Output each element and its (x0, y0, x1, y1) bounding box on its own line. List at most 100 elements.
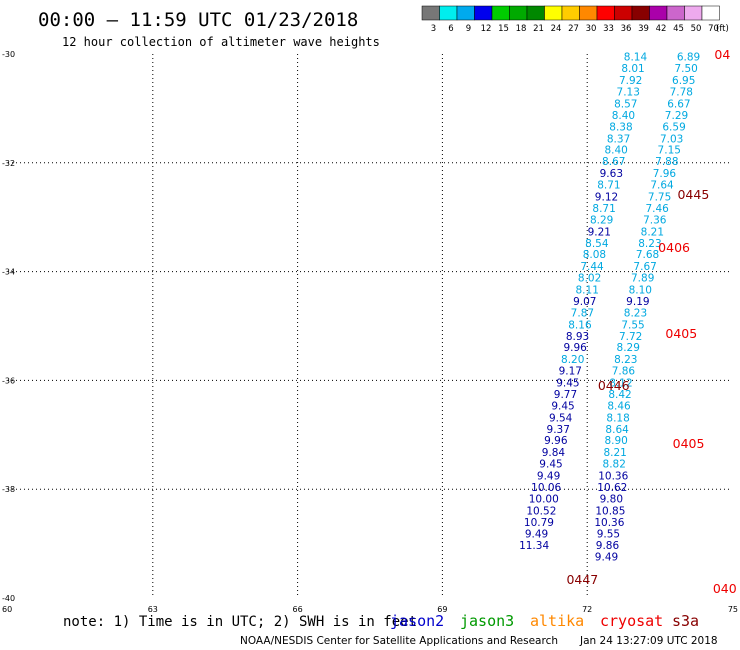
wave-height-value: 6.59 (662, 121, 685, 133)
wave-height-value: 10.85 (595, 505, 625, 517)
wave-height-value: 8.40 (612, 110, 635, 122)
color-swatch (544, 5, 563, 21)
legend-entry-cryosat: cryosat (600, 612, 663, 630)
color-scale-label: 27 (568, 24, 579, 34)
wave-height-value: 11.34 (519, 540, 549, 552)
wave-height-value: 9.49 (595, 552, 618, 564)
wave-height-value: 9.49 (537, 471, 560, 483)
wave-height-value: 7.50 (674, 63, 697, 75)
x-tick-label: 60 (2, 605, 12, 614)
color-swatch (526, 5, 545, 21)
chart-title: 00:00 — 11:59 UTC 01/23/2018 (38, 9, 358, 31)
legend-entry-s3a: s3a (672, 612, 699, 630)
color-scale-label: 39 (638, 24, 649, 34)
wave-height-value: 10.00 (529, 493, 559, 505)
color-swatch (474, 5, 493, 21)
pass-time-annotation: 0445 (677, 187, 709, 202)
wave-height-value: 8.12 (609, 378, 632, 390)
wave-height-value: 7.89 (631, 273, 654, 285)
wave-height-value: 7.88 (655, 156, 678, 168)
color-swatch (439, 5, 458, 21)
wave-height-value: 8.29 (590, 214, 613, 226)
wave-height-value: 8.64 (605, 424, 629, 436)
color-swatch (491, 5, 510, 21)
legend-entry-jason2: jason2 (390, 612, 444, 630)
wave-height-value: 9.37 (547, 424, 570, 436)
x-tick-label: 69 (437, 605, 447, 614)
y-tick-label: -40 (2, 594, 15, 603)
wave-height-value: 6.89 (677, 52, 700, 64)
x-tick-label: 72 (582, 605, 592, 614)
wave-height-value: 8.20 (561, 354, 584, 366)
color-scale-label: 18 (516, 24, 527, 34)
wave-height-value: 8.01 (621, 63, 644, 75)
wave-height-value: 7.55 (621, 319, 644, 331)
wave-height-value: 7.78 (670, 87, 693, 99)
color-scale-label: 42 (656, 24, 667, 34)
wave-height-value: 8.23 (624, 307, 647, 319)
wave-height-value: 9.63 (600, 168, 623, 180)
wave-height-value: 8.08 (583, 249, 606, 261)
wave-height-value: 9.96 (563, 342, 587, 354)
color-scale-label: 21 (533, 24, 544, 34)
wave-height-value: 10.36 (594, 517, 624, 529)
color-swatch (509, 5, 528, 21)
wave-height-value: 7.92 (619, 75, 642, 87)
color-scale-label: 9 (466, 24, 471, 34)
y-tick-label: -34 (2, 268, 15, 277)
pass-time-annotation: 0447 (566, 572, 598, 587)
wave-height-value: 9.07 (573, 296, 596, 308)
footer-timestamp: Jan 24 13:27:09 UTC 2018 (579, 635, 718, 647)
color-swatch (701, 5, 720, 21)
wave-height-value: 8.67 (602, 156, 625, 168)
color-scale-label: 12 (481, 24, 492, 34)
footer-credit: NOAA/NESDIS Center for Satellite Applica… (240, 635, 558, 647)
wave-height-value: 9.80 (600, 493, 623, 505)
color-scale-label: 33 (603, 24, 614, 34)
color-swatch (579, 5, 598, 21)
x-tick-label: 66 (293, 605, 303, 614)
pass-time-annotation: 040 (713, 581, 737, 596)
wave-height-value: 7.15 (658, 145, 681, 157)
color-swatch (561, 5, 580, 21)
color-scale-unit: (ft) (716, 24, 729, 34)
wave-height-value: 7.67 (633, 261, 656, 273)
color-scale-label: 45 (673, 24, 684, 34)
wave-height-value: 7.44 (580, 261, 604, 273)
wave-height-value: 8.16 (568, 319, 592, 331)
axis-ticks: -30 -32 -34 -36 -38 -40 60 63 66 69 72 75 (2, 50, 738, 614)
legend-entry-jason3: jason3 (460, 612, 514, 630)
wave-height-value: 8.29 (617, 342, 640, 354)
pass-time-annotation: 0406 (658, 240, 690, 255)
color-swatch (666, 5, 685, 21)
wave-height-value: 7.86 (612, 366, 636, 378)
color-scale-bar: 3 6 9 12 15 18 21 24 27 30 33 36 39 42 45 50 70(ft) (421, 5, 729, 34)
wave-height-value: 8.14 (624, 52, 648, 64)
wave-height-value: 10.62 (597, 482, 627, 494)
x-tick-label: 75 (728, 605, 738, 614)
wave-height-value: 7.87 (571, 307, 594, 319)
wave-height-value: 8.46 (607, 400, 631, 412)
color-scale-label: 70 (708, 24, 719, 34)
pass-time-annotation: 0405 (673, 436, 705, 451)
color-scale-label: 6 (448, 24, 453, 34)
wave-height-value: 7.64 (650, 180, 674, 192)
wave-height-value: 9.77 (554, 389, 577, 401)
wave-height-value: 9.17 (559, 366, 582, 378)
y-tick-label: -32 (2, 159, 15, 168)
wave-height-value: 8.11 (576, 285, 599, 297)
color-swatch (649, 5, 668, 21)
wave-height-value: 7.29 (665, 110, 688, 122)
wave-height-value: 8.93 (566, 331, 589, 343)
wave-height-value: 8.23 (614, 354, 637, 366)
color-swatch (596, 5, 615, 21)
legend-entry-altika: altika (530, 612, 584, 630)
wave-height-value: 7.13 (617, 87, 640, 99)
wave-height-value: 8.21 (603, 447, 626, 459)
wave-height-value: 7.72 (619, 331, 642, 343)
wave-height-value: 8.57 (614, 99, 637, 111)
pass-time-annotation: 04 (714, 47, 730, 62)
color-swatch (456, 5, 475, 21)
wave-height-labels: 8.148.017.927.138.578.408.388.378.408.67… (519, 47, 737, 596)
